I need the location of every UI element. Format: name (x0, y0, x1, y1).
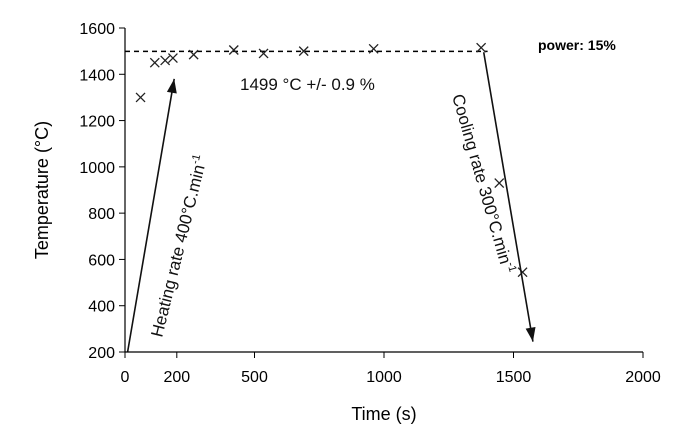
y-tick-label-600: 600 (88, 252, 115, 269)
x-tick-label-1500: 1500 (496, 369, 532, 386)
x-tick-label-1000: 1000 (366, 369, 402, 386)
data-point-7 (298, 46, 309, 57)
y-tick-label-1000: 1000 (79, 160, 115, 177)
x-tick-label-0: 0 (121, 369, 130, 386)
data-point-5 (228, 45, 239, 55)
y-tick-label-1400: 1400 (79, 67, 115, 84)
x-tick-label-500: 500 (241, 369, 268, 386)
y-tick-label-200: 200 (88, 345, 115, 362)
data-point-10 (494, 178, 505, 189)
data-markers (135, 42, 528, 278)
data-point-11 (517, 267, 528, 278)
data-point-6 (258, 48, 269, 59)
data-point-4 (188, 49, 199, 60)
y-tick-label-1200: 1200 (79, 114, 115, 131)
rate-arrow-1 (482, 52, 536, 342)
heating-rate-superscript: -1 (189, 153, 203, 165)
axis-ticks: 200 400 600 800 1000 1200 1400 1600 0 200 500 1000 1… (79, 21, 660, 386)
y-axis-title: Temperature (°C) (32, 121, 52, 259)
heating-rate-text: Heating rate 400°C.min (147, 163, 208, 339)
rate-arrow-0 (126, 78, 177, 353)
data-point-0 (135, 92, 146, 103)
data-point-2 (160, 55, 171, 66)
rate-arrows (126, 52, 536, 353)
y-tick-label-1600: 1600 (79, 21, 115, 38)
x-tick-label-2000: 2000 (625, 369, 661, 386)
y-tick-label-400: 400 (88, 299, 115, 316)
cooling-rate-label: Cooling rate 300°C.min-1 (448, 92, 518, 276)
y-tick-label-800: 800 (88, 206, 115, 223)
data-point-1 (149, 57, 160, 68)
cooling-rate-superscript: -1 (504, 261, 518, 274)
power-label: power: 15% (538, 37, 616, 53)
mean-temperature-label: 1499 °C +/- 0.9 % (240, 75, 375, 94)
data-point-9 (476, 42, 487, 53)
data-point-8 (368, 43, 379, 54)
x-axis-title: Time (s) (351, 404, 416, 424)
data-point-3 (167, 53, 178, 64)
x-tick-label-200: 200 (163, 369, 190, 386)
